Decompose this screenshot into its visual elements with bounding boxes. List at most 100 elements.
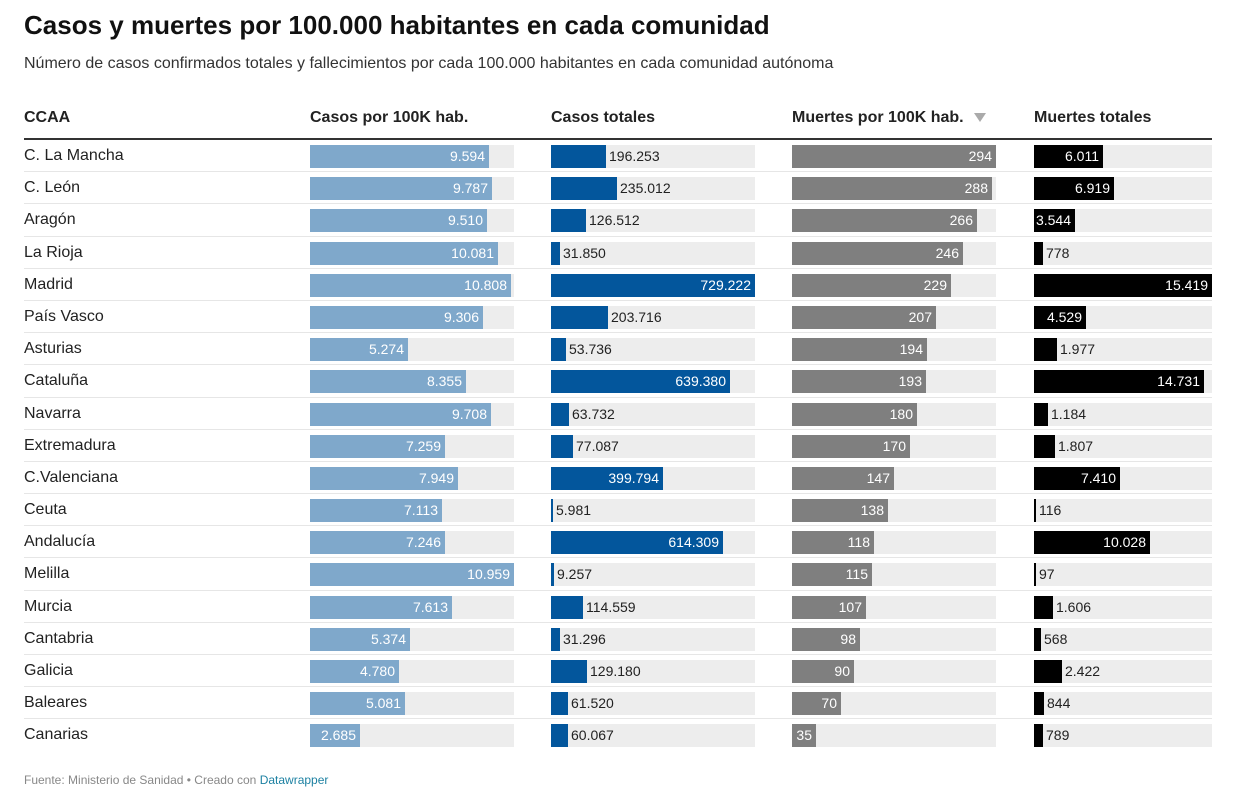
- bar-casos-totales: [551, 177, 617, 201]
- cell-muertes-totales: 15.419: [1034, 273, 1212, 297]
- value-label: 266: [949, 212, 973, 229]
- bar-track: [551, 692, 755, 716]
- cell-casos-totales: 31.850: [551, 241, 755, 265]
- bar-casos-100k: [310, 241, 498, 265]
- column-header-muertes-100k-label: Muertes por 100K hab.: [792, 109, 964, 126]
- bar-casos-100k: [310, 466, 458, 490]
- region-name: Ceuta: [24, 501, 67, 519]
- cell-muertes-100k: 193: [792, 370, 996, 394]
- bar-track: [1034, 660, 1212, 683]
- value-label: 203.716: [611, 308, 662, 325]
- value-label: 294: [968, 148, 992, 164]
- footer: Fuente: Ministerio de Sanidad • Creado c…: [24, 773, 328, 787]
- value-label: 778: [1046, 244, 1070, 261]
- value-label: 288: [964, 180, 988, 197]
- value-label: 5.981: [556, 502, 592, 519]
- chart-subtitle: Número de casos confirmados totales y fa…: [24, 55, 834, 72]
- value-label: 10.808: [464, 276, 507, 293]
- bar-muertes-100k: [792, 145, 996, 168]
- column-header-casos-totales[interactable]: Casos totales: [551, 109, 656, 126]
- bar-muertes-totales: [1034, 370, 1204, 394]
- table-row: Extremadura 7.259 77.087 170 1.807: [24, 430, 1212, 462]
- value-label: 9.787: [452, 180, 488, 197]
- cell-casos-totales: 61.520: [551, 692, 755, 716]
- bar-muertes-100k: [792, 563, 872, 587]
- value-label: 1.807: [1058, 437, 1094, 454]
- bar-casos-totales: [551, 434, 573, 458]
- bar-casos-100k: [310, 402, 491, 426]
- table-row: Murcia 7.613 114.559 107 1.606: [24, 591, 1212, 623]
- value-label: 196.253: [609, 148, 660, 164]
- cell-muertes-100k: 70: [792, 692, 996, 716]
- cell-muertes-100k: 115: [792, 563, 996, 587]
- value-label: 138: [860, 502, 884, 519]
- bar-muertes-totales: [1034, 434, 1055, 458]
- cell-muertes-totales: 6.919: [1034, 177, 1212, 201]
- cell-muertes-100k: 246: [792, 241, 996, 265]
- bar-muertes-100k: [792, 434, 910, 458]
- bar-muertes-totales: [1034, 209, 1075, 233]
- bar-casos-100k: [310, 209, 487, 233]
- bar-casos-totales: [551, 241, 560, 265]
- value-label: 2.685: [320, 727, 356, 744]
- column-header-muertes-100k[interactable]: Muertes por 100K hab.: [792, 109, 986, 127]
- cell-casos-totales: 126.512: [551, 209, 755, 233]
- data-table: CCAA Casos por 100K hab. Casos totales M…: [24, 100, 1212, 752]
- value-label: 114.559: [586, 598, 636, 615]
- bar-muertes-100k: [792, 627, 860, 651]
- bar-casos-totales: [551, 338, 566, 362]
- bar-casos-100k: [310, 724, 360, 748]
- value-label: 9.257: [557, 566, 593, 583]
- cell-casos-100k: 7.949: [310, 466, 514, 490]
- value-label: 107: [838, 598, 862, 615]
- bar-casos-totales: [551, 402, 569, 426]
- value-label: 170: [882, 437, 906, 454]
- cell-muertes-totales: 10.028: [1034, 531, 1212, 555]
- sort-descending-icon[interactable]: [973, 113, 986, 123]
- bar-casos-totales: [551, 595, 583, 619]
- cell-casos-100k: 2.685: [310, 724, 514, 748]
- source-note: Fuente: Ministerio de Sanidad • Creado c…: [24, 773, 257, 787]
- cell-casos-100k: 9.306: [310, 305, 514, 329]
- cell-casos-100k: 10.959: [310, 563, 514, 587]
- cell-muertes-totales: 1.606: [1034, 595, 1212, 619]
- column-header-ccaa[interactable]: CCAA: [24, 109, 71, 126]
- table-row: Canarias 2.685 60.067 35 789: [24, 719, 1212, 751]
- cell-muertes-100k: 107: [792, 595, 996, 619]
- bar-track: [1034, 434, 1212, 458]
- column-header-casos-100k[interactable]: Casos por 100K hab.: [310, 109, 469, 126]
- table-row: Madrid 10.808 729.222 229 15.419: [24, 269, 1212, 301]
- cell-casos-totales: 77.087: [551, 434, 755, 458]
- bar-track: [1034, 724, 1212, 748]
- bar-muertes-100k: [792, 724, 816, 748]
- cell-muertes-totales: 1.184: [1034, 402, 1212, 426]
- cell-muertes-totales: 789: [1034, 724, 1212, 748]
- datawrapper-link[interactable]: Datawrapper: [259, 773, 329, 787]
- value-label: 7.246: [405, 534, 441, 551]
- bar-casos-totales: [551, 209, 586, 233]
- region-name: Asturias: [24, 340, 82, 358]
- bar-casos-100k: [310, 273, 511, 297]
- cell-muertes-totales: 568: [1034, 627, 1212, 651]
- bar-muertes-100k: [792, 209, 977, 233]
- value-label: 639.380: [675, 373, 726, 390]
- bar-casos-100k: [310, 177, 492, 201]
- value-label: 5.274: [368, 341, 404, 358]
- bar-track: [551, 402, 755, 426]
- region-name: Murcia: [24, 597, 73, 615]
- table-row: C. León 9.787 235.012 288 6.919: [24, 172, 1212, 205]
- region-name: Melilla: [24, 565, 70, 583]
- table-row: Melilla 10.959 9.257 115 97: [24, 558, 1212, 591]
- value-label: 235.012: [620, 180, 671, 197]
- region-name: Galicia: [24, 662, 73, 679]
- bar-casos-100k: [310, 145, 489, 168]
- table-row: Galicia 4.780 129.180 90 2.422: [24, 655, 1212, 688]
- bar-track: [1034, 402, 1212, 426]
- cell-casos-totales: 639.380: [551, 370, 755, 394]
- column-header-muertes-totales[interactable]: Muertes totales: [1034, 109, 1152, 126]
- region-name: Madrid: [24, 275, 73, 293]
- cell-casos-totales: 31.296: [551, 627, 755, 651]
- bar-muertes-totales: [1034, 241, 1043, 265]
- cell-casos-totales: 5.981: [551, 499, 755, 523]
- bar-casos-100k: [310, 595, 452, 619]
